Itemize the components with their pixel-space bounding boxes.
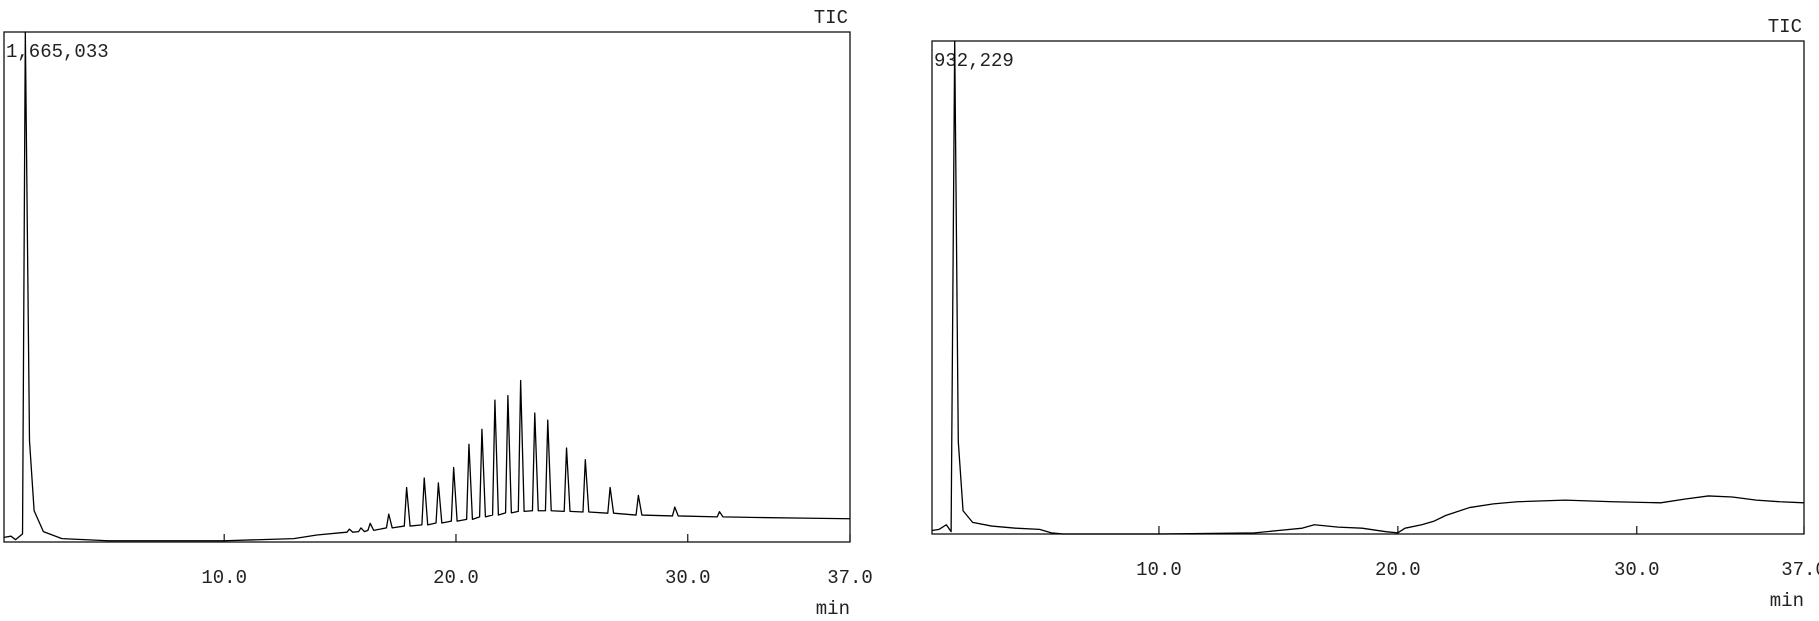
- intensity-label: 932,229: [934, 50, 1014, 72]
- x-tick-label: 30.0: [1614, 559, 1660, 581]
- chromatogram: TIC 1,665,033 10.0 20.0 30.0 37.0 min: [3, 7, 873, 620]
- x-tick-label: 20.0: [433, 567, 479, 589]
- x-tick-label: 30.0: [665, 567, 711, 589]
- x-tick-label: 37.0: [827, 567, 873, 589]
- trace-label: TIC: [1768, 16, 1802, 38]
- intensity-label: 1,665,033: [6, 41, 109, 63]
- chromatogram: TIC 932,229 10.0 20.0 30.0 37.0 min: [931, 16, 1819, 612]
- x-tick-label: 20.0: [1375, 559, 1421, 581]
- chromatogram-trace: [3, 31, 851, 542]
- x-tick-label: 10.0: [1136, 559, 1182, 581]
- chromatogram-trace: [931, 40, 1805, 535]
- x-tick-label: 37.0: [1781, 559, 1819, 581]
- plot-frame: [3, 31, 851, 543]
- plot-frame: [931, 40, 1805, 535]
- x-tick-label: 10.0: [201, 567, 247, 589]
- x-unit: min: [1770, 590, 1804, 612]
- trace-label: TIC: [814, 7, 848, 29]
- x-unit: min: [816, 598, 850, 620]
